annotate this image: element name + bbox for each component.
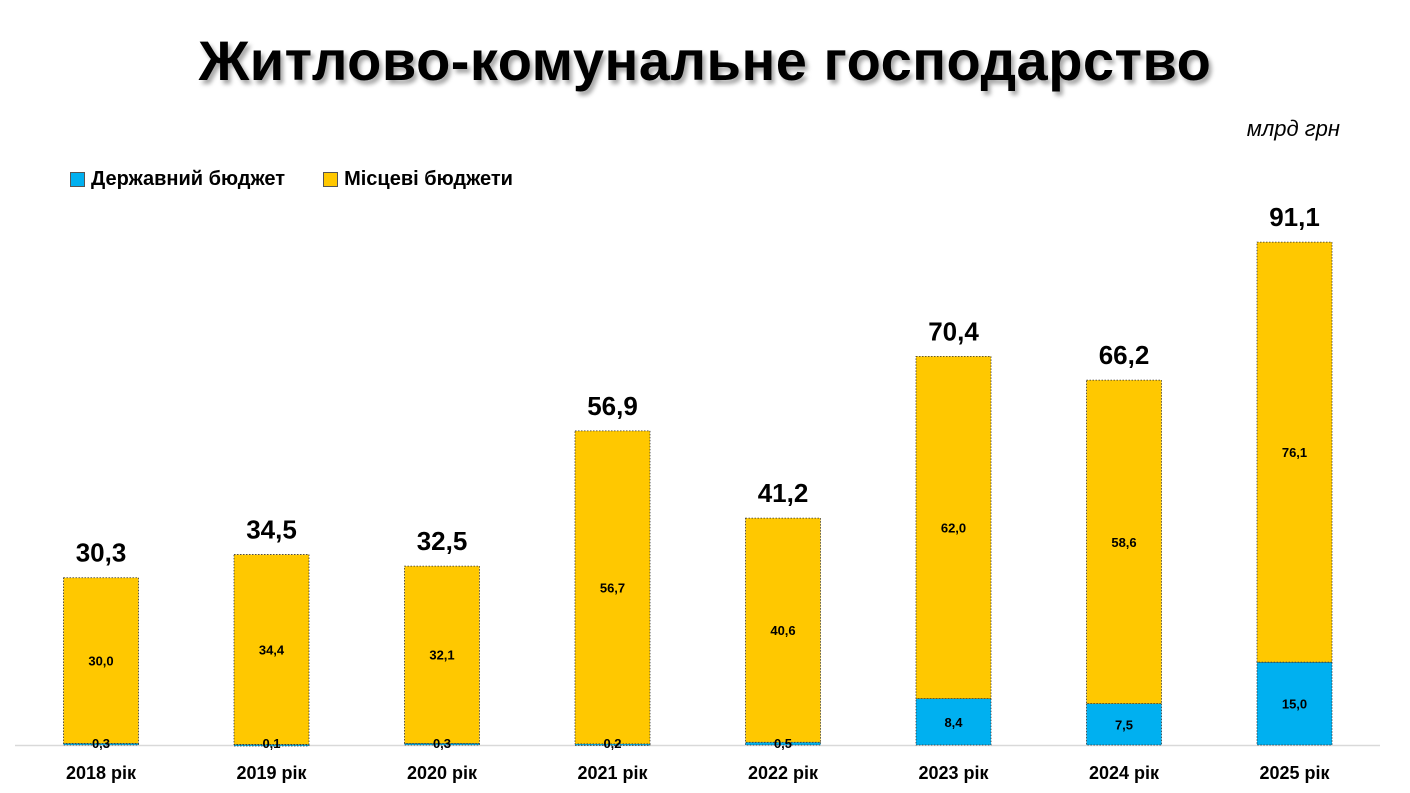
legend-swatch-state <box>70 172 85 187</box>
data-label-state-2: 0,3 <box>433 736 451 751</box>
total-label-4: 41,2 <box>758 478 809 508</box>
bar-local-3 <box>574 430 651 745</box>
x-tick-label-4: 2022 рік <box>748 763 819 783</box>
data-label-state-4: 0,5 <box>774 736 792 751</box>
total-label-6: 66,2 <box>1099 340 1150 370</box>
total-label-7: 91,1 <box>1269 202 1320 232</box>
data-label-state-6: 7,5 <box>1115 717 1133 732</box>
legend-item-local: Місцеві бюджети <box>323 168 513 191</box>
data-label-local-1: 34,4 <box>259 643 285 658</box>
x-tick-label-7: 2025 рік <box>1259 763 1330 783</box>
bar-local-6 <box>1086 379 1162 704</box>
x-tick-label-1: 2019 рік <box>236 763 307 783</box>
total-label-2: 32,5 <box>417 526 468 556</box>
data-label-state-5: 8,4 <box>944 715 963 730</box>
data-label-state-0: 0,3 <box>92 736 110 751</box>
data-label-local-3: 56,7 <box>600 580 625 595</box>
bar-local-2 <box>404 565 480 744</box>
bar-state-5 <box>915 698 992 746</box>
bar-state-6 <box>1086 703 1162 746</box>
x-tick-label-6: 2024 рік <box>1089 763 1160 783</box>
legend-swatch-local <box>323 172 339 187</box>
x-tick-label-0: 2018 рік <box>66 763 137 783</box>
legend-label-local: Місцеві бюджети <box>344 168 513 190</box>
data-label-state-1: 0,1 <box>262 736 280 751</box>
total-label-3: 56,9 <box>587 391 638 421</box>
chart-legend: Державний бюджет Місцеві бюджети <box>70 168 551 191</box>
legend-item-state: Державний бюджет <box>70 168 285 191</box>
total-label-0: 30,3 <box>76 538 127 568</box>
data-label-local-6: 58,6 <box>1111 535 1136 550</box>
data-label-local-4: 40,6 <box>770 623 795 638</box>
page-title: Житлово-комунальне господарство <box>198 29 1212 92</box>
data-label-local-2: 32,1 <box>429 648 454 663</box>
total-label-1: 34,5 <box>246 515 297 545</box>
data-label-local-0: 30,0 <box>88 654 113 669</box>
x-tick-label-3: 2021 рік <box>577 763 648 783</box>
data-label-local-7: 76,1 <box>1282 445 1307 460</box>
legend-label-state: Державний бюджет <box>91 168 286 190</box>
bar-local-7 <box>1256 241 1333 663</box>
bar-local-0 <box>63 577 139 744</box>
total-label-5: 70,4 <box>928 316 979 346</box>
x-tick-label-5: 2023 рік <box>918 763 989 783</box>
bar-local-4 <box>745 517 821 743</box>
bar-local-1 <box>233 554 310 745</box>
data-label-state-3: 0,2 <box>603 736 621 751</box>
bar-local-5 <box>915 355 992 700</box>
x-tick-label-2: 2020 рік <box>407 763 478 783</box>
unit-label: млрд грн <box>1246 116 1340 141</box>
data-label-state-7: 15,0 <box>1282 697 1307 712</box>
data-label-local-5: 62,0 <box>941 521 966 536</box>
